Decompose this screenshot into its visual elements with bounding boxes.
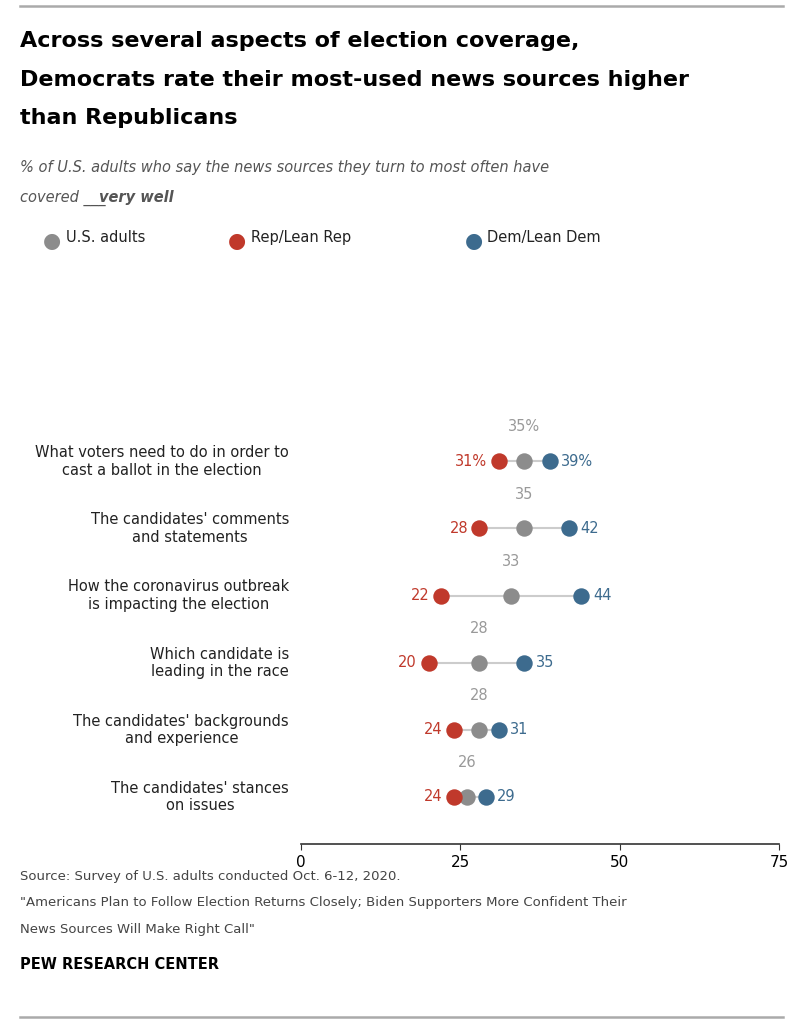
Text: The candidates' comments
and statements: The candidates' comments and statements: [91, 513, 289, 544]
Text: Source: Survey of U.S. adults conducted Oct. 6-12, 2020.: Source: Survey of U.S. adults conducted …: [20, 870, 400, 883]
Text: 28: 28: [449, 521, 468, 536]
Point: [517, 453, 530, 470]
Point: [492, 721, 504, 738]
Text: ●: ●: [43, 231, 61, 252]
Text: ●: ●: [464, 231, 482, 252]
Text: 31: 31: [509, 722, 528, 738]
Point: [472, 721, 485, 738]
Point: [561, 521, 574, 537]
Point: [460, 789, 472, 805]
Text: U.S. adults: U.S. adults: [66, 230, 145, 246]
Text: How the coronavirus outbreak
is impacting the election: How the coronavirus outbreak is impactin…: [67, 579, 289, 612]
Text: 35%: 35%: [508, 419, 540, 435]
Text: 31%: 31%: [455, 454, 487, 469]
Text: 26: 26: [457, 755, 476, 770]
Text: 35: 35: [514, 487, 533, 501]
Text: "Americans Plan to Follow Election Returns Closely; Biden Supporters More Confid: "Americans Plan to Follow Election Retur…: [20, 896, 626, 909]
Text: ●: ●: [228, 231, 245, 252]
Point: [472, 655, 485, 671]
Text: 35: 35: [535, 655, 553, 670]
Text: than Republicans: than Republicans: [20, 108, 237, 129]
Text: 22: 22: [411, 588, 429, 604]
Text: 29: 29: [496, 790, 516, 804]
Text: Across several aspects of election coverage,: Across several aspects of election cover…: [20, 31, 579, 51]
Text: News Sources Will Make Right Call": News Sources Will Make Right Call": [20, 923, 254, 936]
Point: [447, 721, 460, 738]
Point: [517, 521, 530, 537]
Point: [479, 789, 492, 805]
Text: very well: very well: [99, 190, 173, 206]
Text: covered ___: covered ___: [20, 190, 110, 207]
Text: PEW RESEARCH CENTER: PEW RESEARCH CENTER: [20, 957, 219, 972]
Point: [447, 789, 460, 805]
Text: 28: 28: [470, 688, 488, 703]
Text: 20: 20: [398, 655, 416, 670]
Point: [542, 453, 555, 470]
Text: The candidates' stances
on issues: The candidates' stances on issues: [111, 781, 289, 813]
Text: 42: 42: [579, 521, 598, 536]
Text: 24: 24: [423, 722, 442, 738]
Point: [574, 587, 587, 604]
Text: % of U.S. adults who say the news sources they turn to most often have: % of U.S. adults who say the news source…: [20, 160, 549, 175]
Text: 39%: 39%: [561, 454, 593, 469]
Text: Dem/Lean Dem: Dem/Lean Dem: [487, 230, 601, 246]
Text: 24: 24: [423, 790, 442, 804]
Point: [422, 655, 435, 671]
Point: [472, 521, 485, 537]
Text: 33: 33: [501, 553, 520, 569]
Point: [504, 587, 517, 604]
Text: 28: 28: [470, 621, 488, 636]
Text: Which candidate is
leading in the race: Which candidate is leading in the race: [150, 647, 289, 679]
Point: [492, 453, 504, 470]
Text: Democrats rate their most-used news sources higher: Democrats rate their most-used news sour…: [20, 70, 688, 90]
Text: Rep/Lean Rep: Rep/Lean Rep: [250, 230, 350, 246]
Point: [517, 655, 530, 671]
Text: The candidates' backgrounds
and experience: The candidates' backgrounds and experien…: [73, 714, 289, 746]
Point: [435, 587, 448, 604]
Text: 44: 44: [592, 588, 610, 604]
Text: What voters need to do in order to
cast a ballot in the election: What voters need to do in order to cast …: [35, 445, 289, 478]
